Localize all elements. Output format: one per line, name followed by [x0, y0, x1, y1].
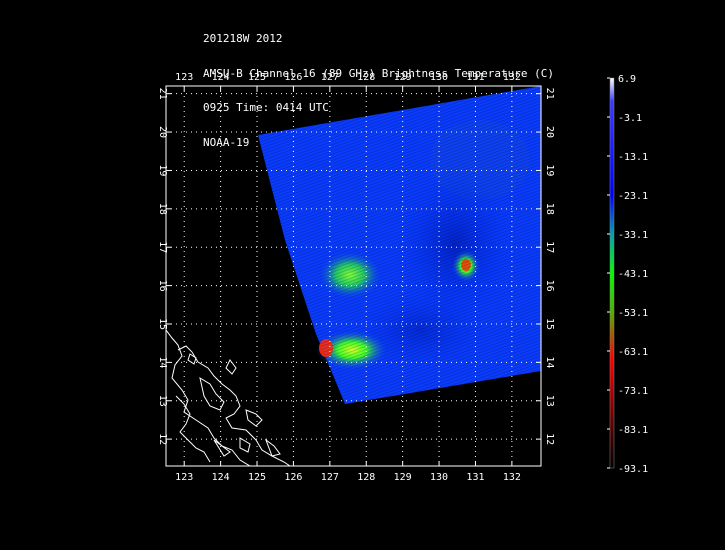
storm-id: 201218W 2012 — [203, 32, 283, 45]
colorbar-ramp — [610, 78, 614, 468]
lon-label-bottom: 131 — [466, 472, 484, 483]
lat-label-right: 20 — [544, 126, 555, 138]
title-block: 201218W 2012 AMSU-B Channel 16 (89 GHz) … — [203, 10, 554, 160]
colorbar-label: -83.1 — [618, 425, 648, 436]
lon-label-top: 132 — [503, 72, 521, 83]
lon-label-top: 127 — [321, 72, 339, 83]
lon-label-bottom: 125 — [248, 472, 266, 483]
lon-label-bottom: 132 — [503, 472, 521, 483]
colorbar-label: -53.1 — [618, 308, 648, 319]
lat-label-right: 12 — [544, 433, 555, 445]
lon-label-top: 124 — [212, 72, 230, 83]
lat-label-left: 17 — [157, 241, 168, 253]
lat-label-left: 20 — [157, 126, 168, 138]
lon-label-top: 123 — [175, 72, 193, 83]
satellite-name: NOAA-19 — [203, 135, 250, 149]
lat-label-left: 15 — [157, 318, 168, 330]
product-title: AMSU-B Channel 16 (89 GHz) Brightness Te… — [203, 66, 554, 80]
lon-label-bottom: 127 — [321, 472, 339, 483]
colorbar-label: -73.1 — [618, 386, 648, 397]
lon-label-top: 129 — [394, 72, 412, 83]
colorbar-label: -93.1 — [618, 464, 648, 475]
lon-label-top: 128 — [357, 72, 375, 83]
colorbar-label: -63.1 — [618, 347, 648, 358]
map-frame — [165, 85, 542, 467]
lat-label-left: 13 — [157, 395, 168, 407]
lat-label-left: 14 — [157, 356, 168, 368]
lat-label-left: 19 — [157, 164, 168, 176]
satellite-swath — [258, 86, 541, 404]
lat-label-left: 18 — [157, 203, 168, 215]
lat-lon-grid: 123 123 124 124 125 125 126 126 127 127 128 128 129 1… — [157, 72, 555, 483]
colorbar-label: -43.1 — [618, 269, 648, 280]
lat-label-left: 16 — [157, 280, 168, 292]
lat-label-right: 19 — [544, 164, 555, 176]
colorbar-label: -33.1 — [618, 230, 648, 241]
date-time: 0925 Time: 0414 UTC — [203, 101, 329, 114]
colorbar-label: -3.1 — [618, 113, 642, 124]
lon-label-bottom: 129 — [394, 472, 412, 483]
coastline — [166, 329, 291, 466]
lat-label-right: 21 — [544, 88, 555, 100]
lon-label-bottom: 130 — [430, 472, 448, 483]
lon-label-top: 130 — [430, 72, 448, 83]
colorbar-label: -23.1 — [618, 191, 648, 202]
colorbar-label: -13.1 — [618, 152, 648, 163]
colorbar: 6.9 -3.1 -13.1 -23.1 -33.1 -43.1 -53.1 -63.1 -73… — [607, 74, 648, 475]
lon-label-bottom: 124 — [212, 472, 230, 483]
lat-label-right: 14 — [544, 356, 555, 368]
lon-label-top: 125 — [248, 72, 266, 83]
colorbar-label: 6.9 — [618, 74, 636, 85]
lat-label-left: 21 — [157, 88, 168, 100]
lat-label-right: 18 — [544, 203, 555, 215]
lon-label-bottom: 126 — [284, 472, 302, 483]
lon-label-top: 131 — [466, 72, 484, 83]
lat-label-right: 13 — [544, 395, 555, 407]
lat-label-left: 12 — [157, 433, 168, 445]
lat-label-right: 16 — [544, 280, 555, 292]
lat-label-right: 17 — [544, 241, 555, 253]
lon-label-bottom: 128 — [357, 472, 375, 483]
lon-label-top: 126 — [284, 72, 302, 83]
lon-label-bottom: 123 — [175, 472, 193, 483]
lat-label-right: 15 — [544, 318, 555, 330]
